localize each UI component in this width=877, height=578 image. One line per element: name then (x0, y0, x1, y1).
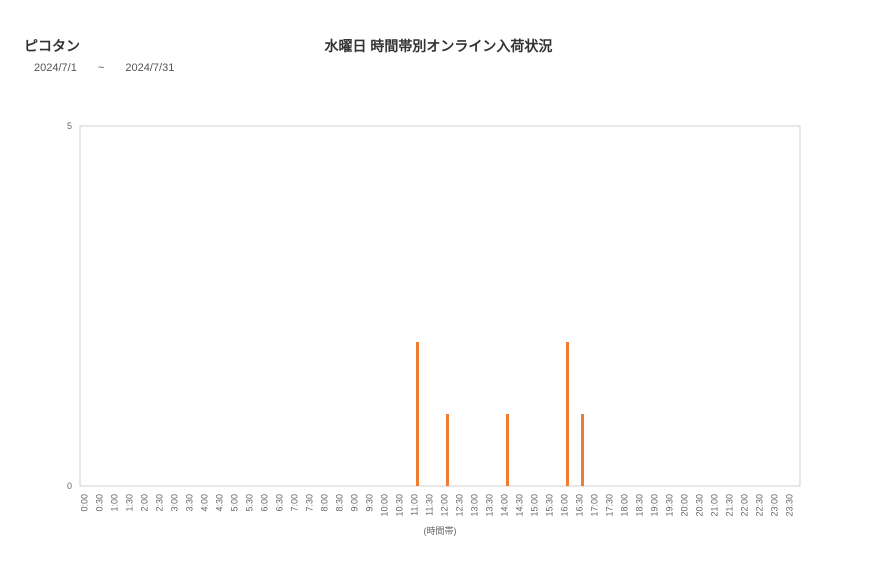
xtick-label: 13:30 (485, 494, 495, 517)
xtick-label: 5:30 (245, 494, 255, 512)
xtick-label: 22:00 (740, 494, 750, 517)
xtick-label: 11:30 (425, 494, 435, 516)
bar (566, 342, 569, 486)
xtick-label: 11:00 (410, 494, 420, 516)
xtick-label: 10:00 (380, 494, 390, 517)
bar (506, 414, 509, 486)
chart-container: 0 5 0:00 0:30 1:00 1:30 2:00 2:30 3:00 3:30 4:00 4:… (60, 120, 820, 530)
xtick-label: 21:30 (725, 494, 735, 517)
xtick-label: 14:30 (515, 494, 525, 517)
xtick-label: 13:00 (470, 494, 480, 517)
xtick-label: 4:00 (200, 494, 210, 512)
xtick-label: 1:30 (125, 494, 135, 512)
xtick-label: 18:00 (620, 494, 630, 517)
xtick-label: 22:30 (755, 494, 765, 517)
xtick-label: 16:00 (560, 494, 570, 517)
xtick-label: 2:00 (140, 494, 150, 512)
x-axis-label: (時間帯) (424, 525, 457, 536)
xtick-label: 20:30 (695, 494, 705, 517)
xtick-label: 9:30 (365, 494, 375, 512)
xtick-label: 12:30 (455, 494, 465, 517)
chart-title: 水曜日 時間帯別オンライン入荷状況 (0, 36, 877, 56)
date-range: 2024/7/1 ~ 2024/7/31 (34, 62, 174, 74)
xtick-label: 10:30 (395, 494, 405, 517)
xtick-label: 17:30 (605, 494, 615, 517)
xtick-label: 15:00 (530, 494, 540, 517)
xtick-label: 12:00 (440, 494, 450, 517)
xtick-label: 9:00 (350, 494, 360, 512)
xtick-label: 21:00 (710, 494, 720, 517)
xtick-label: 3:30 (185, 494, 195, 512)
xtick-label: 16:30 (575, 494, 585, 517)
xtick-label: 6:30 (275, 494, 285, 512)
xtick-label: 0:30 (95, 494, 105, 512)
xtick-label: 4:30 (215, 494, 225, 512)
xtick-label: 20:00 (680, 494, 690, 517)
bar (446, 414, 449, 486)
date-from: 2024/7/1 (34, 62, 77, 74)
xtick-label: 19:30 (665, 494, 675, 517)
xtick-label: 7:00 (290, 494, 300, 512)
xtick-label: 2:30 (155, 494, 165, 512)
ytick-label: 0 (67, 481, 72, 491)
date-to: 2024/7/31 (125, 62, 174, 74)
xtick-label: 23:30 (785, 494, 795, 517)
bar (416, 342, 419, 486)
xtick-label: 14:00 (500, 494, 510, 517)
xtick-label: 8:30 (335, 494, 345, 512)
page-root: ピコタン 2024/7/1 ~ 2024/7/31 水曜日 時間帯別オンライン入… (0, 0, 877, 578)
date-tilde: ~ (98, 62, 104, 74)
ytick-label: 5 (67, 121, 72, 131)
xtick-label: 19:00 (650, 494, 660, 517)
xtick-label: 1:00 (110, 494, 120, 512)
xtick-label: 6:00 (260, 494, 270, 512)
xtick-label: 23:00 (770, 494, 780, 517)
bar-chart: 0 5 0:00 0:30 1:00 1:30 2:00 2:30 3:00 3:30 4:00 4:… (60, 120, 820, 550)
bar (581, 414, 584, 486)
xtick-label: 0:00 (80, 494, 90, 512)
xtick-label: 15:30 (545, 494, 555, 517)
xtick-label: 17:00 (590, 494, 600, 517)
xtick-label: 8:00 (320, 494, 330, 512)
xtick-label: 18:30 (635, 494, 645, 517)
xtick-label: 7:30 (305, 494, 315, 512)
xtick-label: 5:00 (230, 494, 240, 512)
xtick-label: 3:00 (170, 494, 180, 512)
